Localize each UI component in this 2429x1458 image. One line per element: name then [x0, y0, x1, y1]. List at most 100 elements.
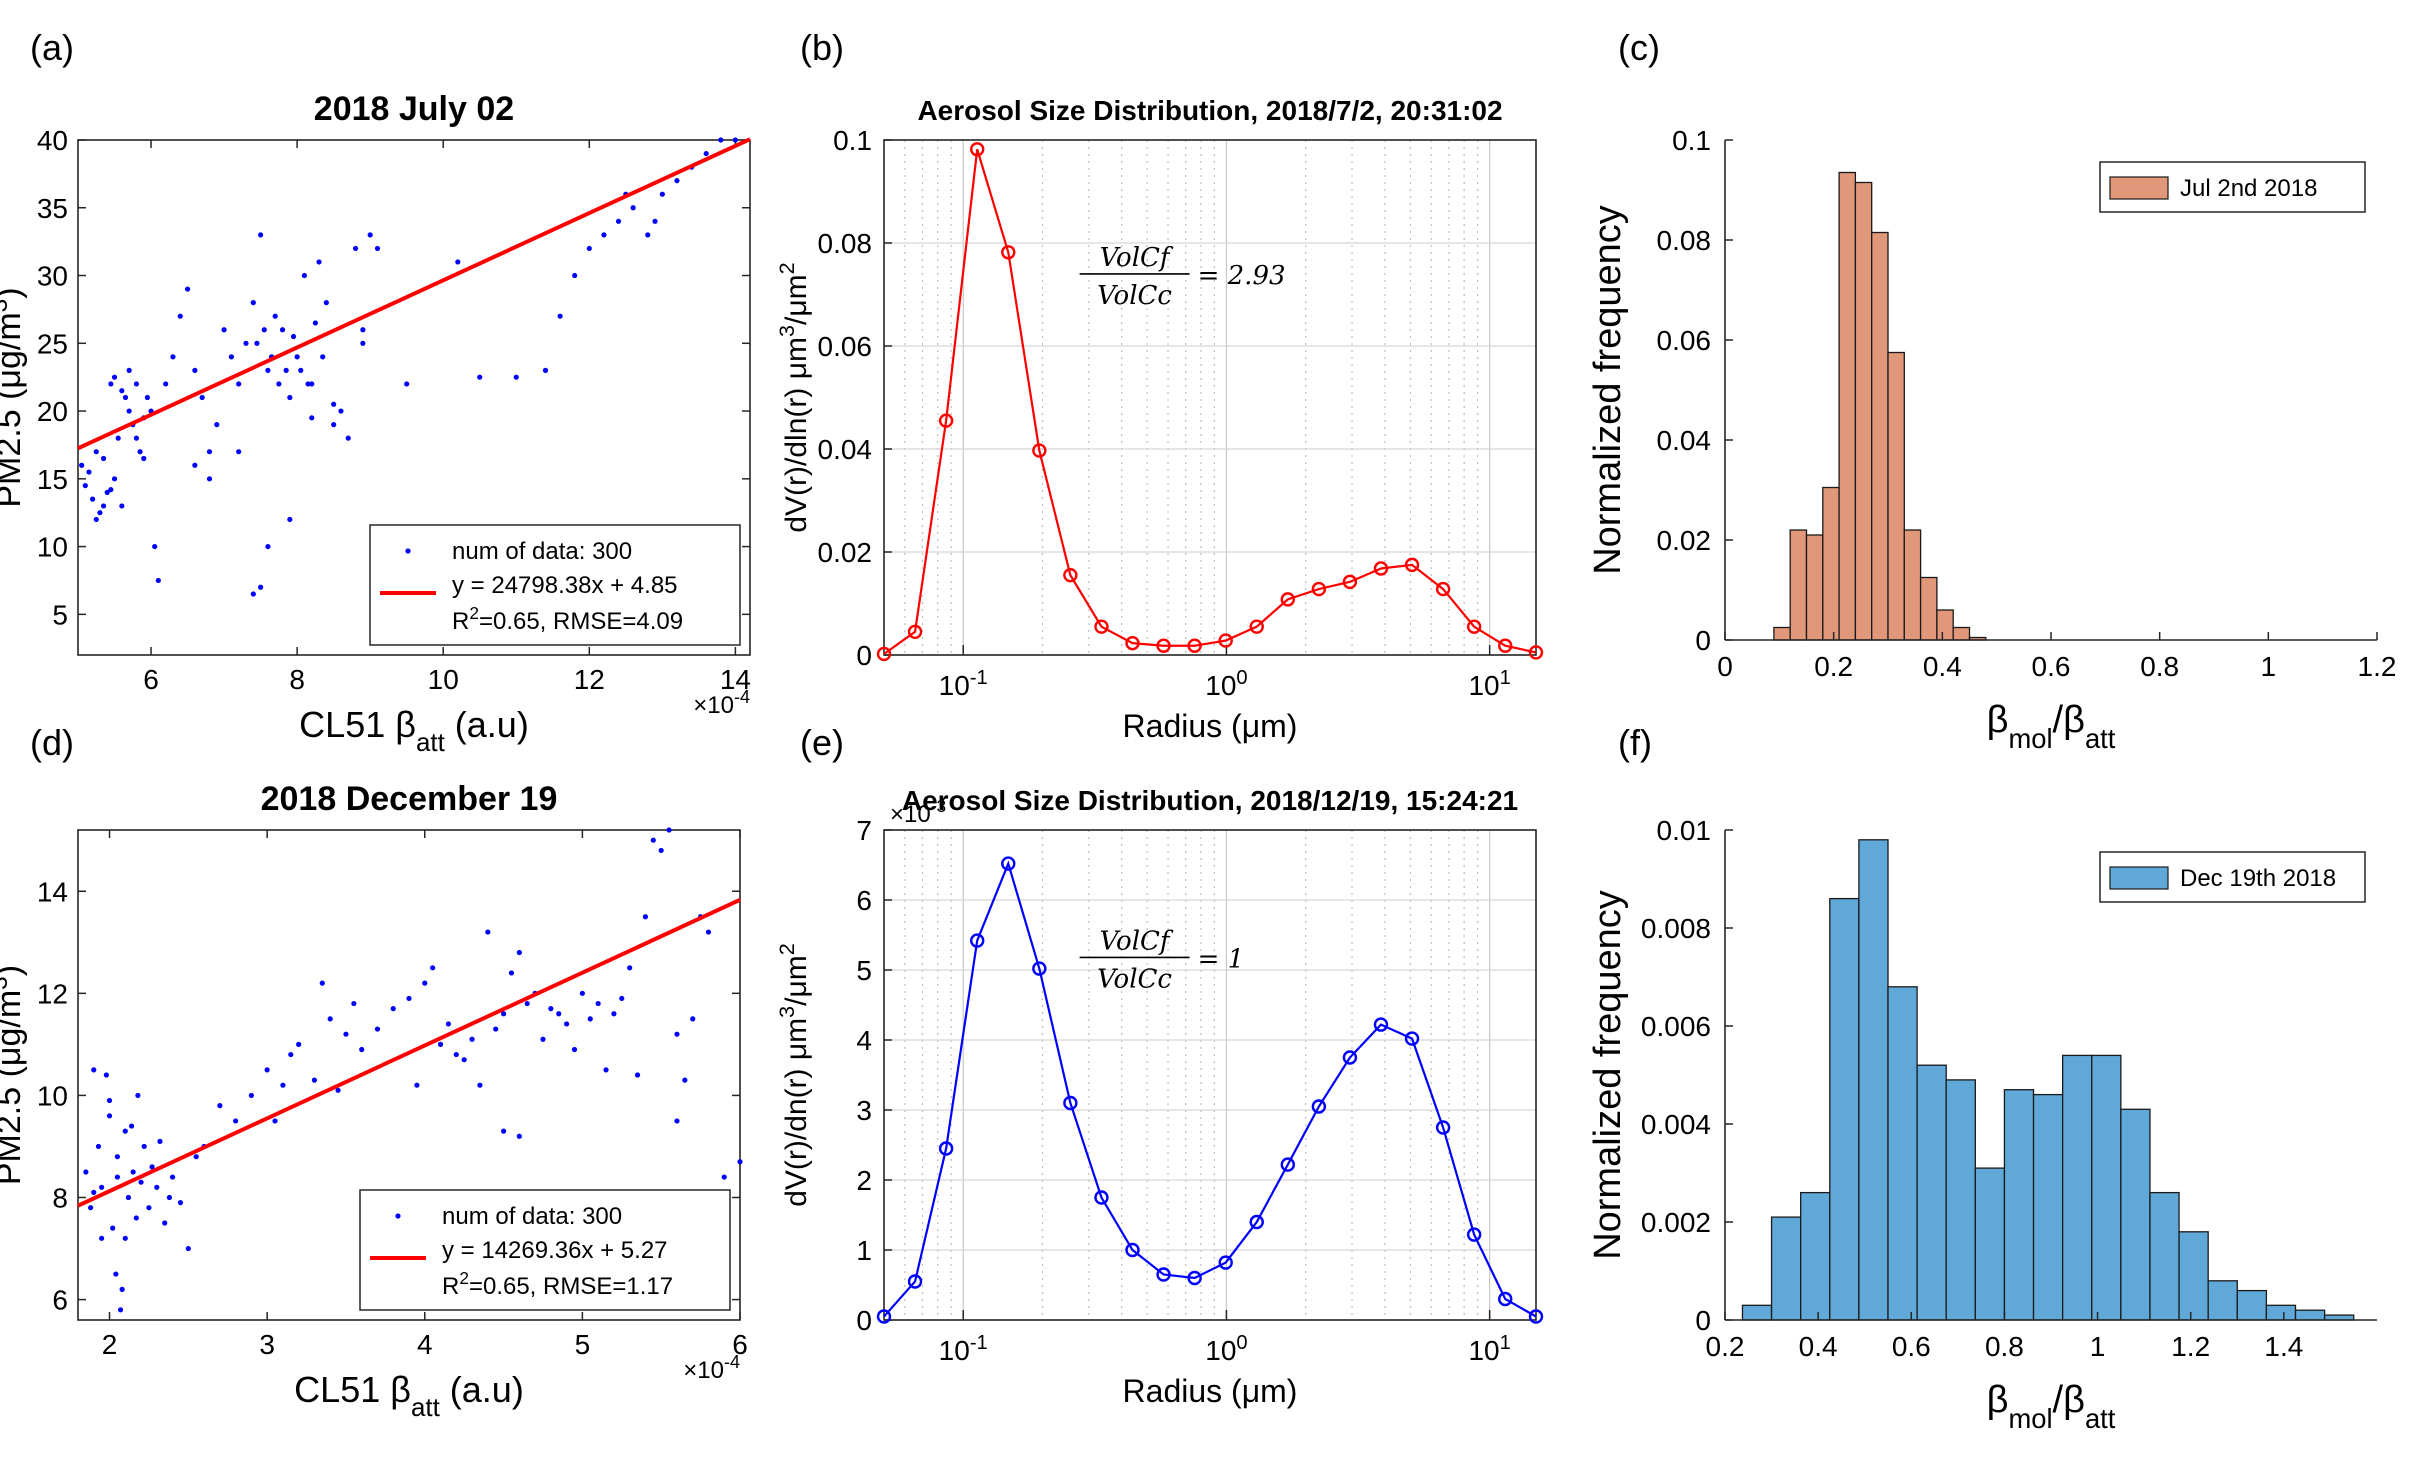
panel-label-a: (a) [30, 27, 74, 68]
data-point [650, 837, 656, 843]
histogram-bar [1936, 609, 1954, 641]
y-tick-label: 10 [37, 532, 68, 563]
data-point [611, 1011, 617, 1017]
legend-entry-stats: R2=0.65, RMSE=4.09 [452, 603, 683, 635]
data-point [1249, 1214, 1264, 1230]
data-point [155, 577, 161, 584]
data-point [236, 449, 242, 455]
data-point [645, 232, 651, 238]
data-point [265, 543, 271, 550]
x-tick-label: 5 [575, 1329, 591, 1360]
legend-marker-points [395, 1213, 401, 1219]
data-point [103, 1072, 109, 1078]
data-point [500, 1128, 507, 1134]
data-point [542, 367, 549, 373]
x-tick-label: 0.4 [1923, 651, 1962, 682]
data-point [615, 218, 622, 224]
data-point [287, 516, 293, 523]
data-point [970, 142, 985, 157]
data-point [1125, 1242, 1140, 1258]
y-tick-label: 5 [856, 955, 872, 986]
data-point [1063, 1095, 1078, 1111]
data-point [595, 1000, 601, 1007]
data-point [296, 1041, 302, 1047]
annotation-value: = 1 [1198, 944, 1245, 974]
data-point [477, 1082, 483, 1088]
data-point [290, 333, 297, 340]
data-point [737, 1159, 743, 1165]
panel-label-c: (c) [1618, 27, 1660, 68]
data-point [493, 1026, 499, 1032]
data-point [280, 1082, 286, 1088]
data-point [185, 1245, 191, 1252]
histogram-bar [2120, 1108, 2151, 1321]
y-axis-label: dV(r)/dn(r) μm3/μm2 [774, 943, 814, 1207]
y-tick-label: 3 [856, 1095, 872, 1126]
x-tick-label: 6 [732, 1329, 748, 1360]
data-point [133, 435, 140, 441]
data-point [634, 1072, 641, 1078]
data-point [1001, 856, 1016, 871]
data-point [1032, 443, 1047, 458]
data-point [177, 1200, 184, 1206]
data-point [170, 354, 176, 360]
data-point [335, 1087, 341, 1093]
x-axis-label: CL51 βatt (a.u) [294, 1369, 524, 1422]
data-point [938, 413, 954, 428]
data-point [703, 150, 709, 157]
legend-entry-equation: y = 14269.36x + 5.27 [442, 1237, 668, 1264]
y-axis-label: dV(r)/dln(r) μm3/μm2 [774, 262, 814, 532]
data-point [83, 1169, 89, 1175]
chart-f: 0.2 0.4 0.6 0.8 1 1.2 1.4 0 0.002 0.004 0.006 0.008… [1587, 815, 2377, 1434]
data-point [351, 1000, 357, 1007]
x-tick-label: 12 [574, 664, 605, 695]
data-point [95, 1143, 102, 1150]
x-tick-label: 4 [417, 1329, 433, 1360]
data-point [619, 995, 625, 1002]
data-point [327, 1016, 333, 1022]
data-point [540, 1036, 546, 1042]
data-point [430, 965, 436, 971]
data-point [135, 1092, 141, 1099]
x-tick-label: 100 [1205, 1332, 1247, 1366]
histogram-bar [1741, 1304, 1773, 1321]
histogram-bar [2091, 1054, 2122, 1321]
annotation-numerator: VolCf [1100, 926, 1174, 956]
data-point [1528, 645, 1544, 660]
data-point [316, 259, 322, 265]
data-point [86, 469, 92, 475]
data-point [508, 970, 515, 976]
y-tick-label: 14 [37, 876, 68, 907]
data-point [652, 218, 658, 224]
histogram-bar [1916, 1064, 1947, 1321]
annotation-denominator: VolCc [1097, 964, 1172, 994]
axes-frame-b [883, 139, 1537, 656]
histogram-bar [1903, 529, 1922, 641]
y-tick-label: 2 [856, 1165, 872, 1196]
axes-frame-a [77, 139, 751, 656]
data-point [114, 1154, 121, 1160]
data-point [938, 1141, 954, 1156]
histogram-bar [1805, 534, 1824, 641]
y-tick-label: 0 [856, 1305, 872, 1336]
y-tick-label: 12 [37, 978, 68, 1009]
y-tick-label: 0.008 [1641, 913, 1711, 944]
data-point [359, 1046, 365, 1053]
data-point [162, 1220, 168, 1226]
data-point [79, 462, 85, 468]
data-point [1280, 592, 1296, 607]
data-point [1498, 638, 1513, 653]
histogram-bar [1952, 626, 1971, 641]
y-tick-label: 15 [37, 464, 68, 495]
histogram-bar [1887, 986, 1918, 1321]
data-point [114, 1174, 121, 1180]
data-point [601, 232, 607, 238]
chart-title: 2018 July 02 [314, 90, 514, 128]
y-tick-label: 0.1 [833, 125, 872, 156]
data-point [1373, 561, 1389, 576]
y-tick-label: 8 [52, 1183, 68, 1214]
x-tick-label: 0.4 [1799, 1331, 1838, 1362]
x-tick-label: 0.8 [2140, 651, 2179, 682]
y-tick-label: 1 [856, 1235, 872, 1266]
